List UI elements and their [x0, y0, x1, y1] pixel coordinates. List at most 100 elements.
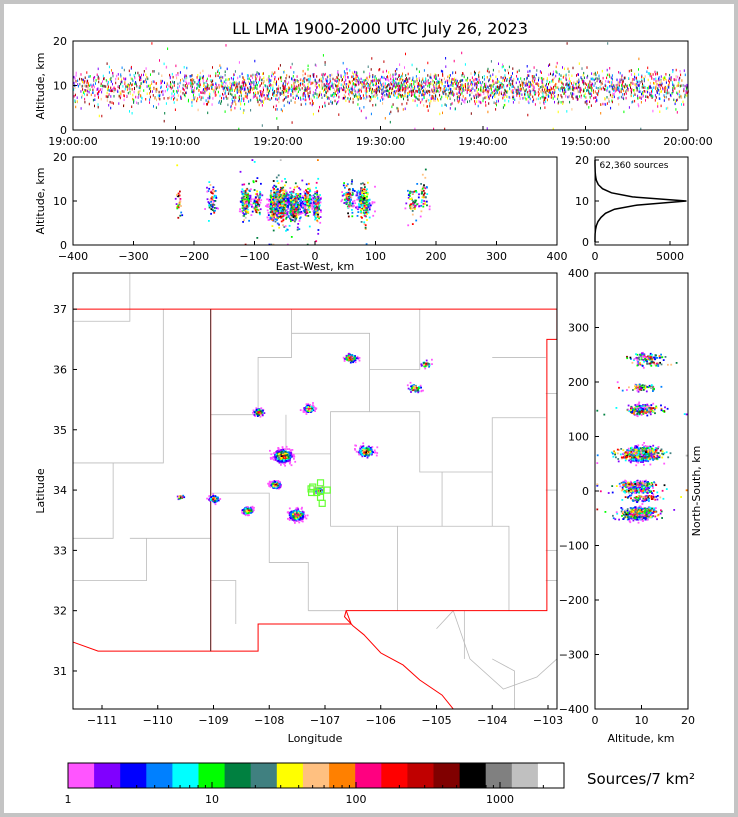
source-point [672, 83, 674, 86]
source-point [129, 90, 131, 94]
source-point [633, 91, 635, 95]
source-point [527, 95, 529, 99]
source-point [285, 217, 287, 220]
source-point [631, 73, 632, 76]
source-point [82, 88, 84, 91]
source-point [315, 92, 317, 95]
source-point [519, 97, 521, 100]
source-point [352, 101, 354, 104]
source-point [621, 87, 623, 91]
source-point [235, 83, 237, 86]
source-point [654, 94, 656, 97]
source-point [440, 89, 442, 92]
source-point [364, 195, 366, 197]
source-point [296, 196, 299, 199]
source-point [244, 85, 246, 89]
source-point [497, 88, 499, 92]
source-point [191, 90, 193, 93]
source-point [229, 86, 231, 90]
source-point [219, 99, 221, 103]
source-point [601, 82, 603, 85]
source-point [79, 82, 81, 86]
source-point [662, 77, 664, 80]
source-point [325, 91, 327, 94]
source-point [186, 85, 188, 88]
source-point [289, 212, 292, 214]
source-point [255, 91, 256, 95]
source-point [483, 78, 485, 81]
source-point [619, 90, 621, 94]
source-point [243, 195, 246, 198]
source-point [303, 190, 306, 193]
source-point [396, 82, 398, 85]
source-point [449, 95, 451, 99]
source-point [169, 85, 171, 89]
source-point [244, 207, 247, 210]
source-point [215, 74, 217, 78]
source-point [95, 79, 97, 82]
source-point [488, 89, 490, 92]
source-point [642, 92, 644, 95]
source-point [372, 75, 374, 79]
source-point [580, 94, 582, 98]
source-point [611, 81, 613, 84]
source-point [663, 94, 665, 97]
source-point [202, 89, 204, 92]
source-point [117, 73, 119, 76]
source-point [364, 214, 366, 217]
source-point [641, 92, 642, 96]
source-point [360, 182, 362, 185]
source-point [219, 94, 221, 98]
source-point [363, 209, 365, 212]
source-point [613, 87, 615, 90]
source-point [605, 84, 607, 88]
source-point [672, 69, 674, 72]
source-point [668, 98, 670, 101]
source-point [211, 80, 213, 84]
source-point [638, 57, 640, 61]
source-point [401, 94, 403, 97]
source-point [366, 207, 368, 210]
source-point [373, 83, 375, 87]
source-point [123, 94, 125, 97]
source-point [284, 178, 286, 180]
source-point [206, 88, 208, 91]
source-point [218, 72, 220, 75]
source-point [456, 97, 458, 101]
source-point [453, 87, 455, 90]
source-point [282, 186, 285, 189]
source-point [395, 81, 397, 84]
source-point [253, 81, 255, 84]
source-point [642, 95, 644, 98]
source-point [165, 66, 167, 69]
source-point [578, 80, 580, 83]
source-point [238, 96, 240, 99]
source-point [329, 87, 330, 91]
source-point [448, 91, 450, 95]
source-point [627, 88, 629, 92]
source-point [76, 96, 78, 99]
source-point [73, 75, 75, 79]
source-point [309, 211, 311, 213]
source-point [321, 81, 323, 84]
source-point [588, 90, 590, 94]
source-point [392, 82, 394, 86]
source-point [299, 212, 302, 215]
source-point [447, 88, 449, 92]
source-point [268, 95, 269, 98]
source-point [398, 74, 400, 77]
source-point [293, 208, 296, 211]
source-point [279, 215, 282, 218]
source-point [504, 103, 506, 107]
source-point [497, 91, 498, 94]
source-point [293, 203, 296, 206]
source-point [111, 101, 113, 104]
source-point [261, 93, 263, 96]
source-point [284, 213, 287, 216]
source-point [325, 79, 327, 83]
source-point [504, 93, 506, 96]
source-point [544, 86, 546, 89]
source-point [208, 74, 210, 77]
source-point [239, 97, 240, 101]
source-point [329, 81, 331, 85]
